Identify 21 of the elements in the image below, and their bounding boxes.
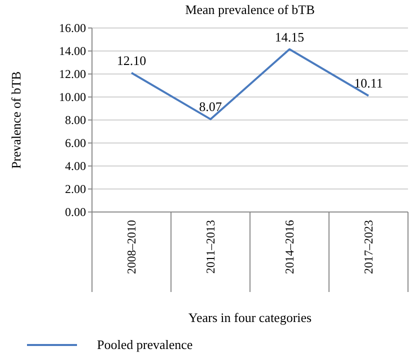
legend-label: Pooled prevalence (97, 337, 193, 352)
y-tick-label: 4.00 (65, 159, 86, 174)
y-axis-title: Prevalence of bTB (8, 70, 24, 169)
x-tick-label: 2008–2010 (124, 220, 139, 274)
y-tick-label: 0.00 (65, 205, 86, 220)
y-tick-label: 2.00 (65, 182, 86, 196)
y-tick-label: 10.00 (59, 90, 86, 104)
y-tick-label: 12.00 (59, 67, 86, 82)
y-tick-label: 6.00 (65, 136, 86, 150)
x-tick-label: 2017–2023 (362, 220, 376, 274)
x-tick-label: 2011–2013 (204, 220, 218, 274)
data-label: 14.15 (274, 29, 304, 44)
x-axis-title: Years in four categories (188, 310, 312, 325)
y-tick-label: 14.00 (59, 44, 86, 58)
data-label: 8.07 (199, 99, 222, 114)
chart-title: Mean prevalence of bTB (185, 2, 316, 17)
x-tick-label: 2014–2016 (282, 220, 297, 274)
y-tick-label: 16.00 (59, 21, 86, 36)
y-tick-label: 8.00 (65, 113, 86, 128)
data-label: 12.10 (116, 52, 146, 68)
data-label: 10.11 (354, 76, 383, 91)
